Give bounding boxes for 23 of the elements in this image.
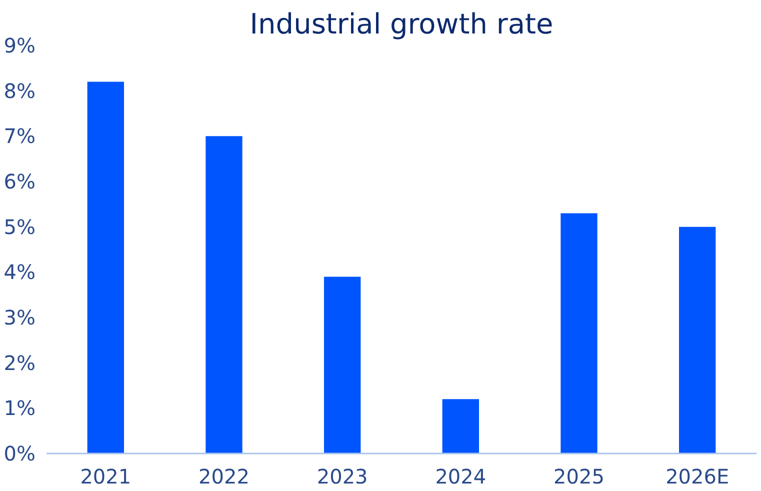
x-tick-label: 2021	[80, 464, 132, 488]
y-tick-label: 6%	[4, 170, 36, 194]
y-tick-label: 7%	[4, 124, 36, 148]
y-tick-label: 4%	[4, 260, 36, 284]
bar	[678, 226, 716, 454]
y-tick-label: 5%	[4, 214, 36, 239]
bar	[87, 82, 124, 454]
y-tick-label: 2%	[4, 350, 36, 375]
chart-title: Industrial growth rate	[250, 8, 554, 40]
y-tick-label: 9%	[4, 34, 36, 58]
y-tick-label: 3%	[4, 306, 36, 330]
x-tick-label: 2026E	[666, 464, 730, 488]
bar	[560, 213, 598, 454]
bar	[324, 276, 361, 454]
x-tick-label: 2022	[198, 464, 250, 488]
bar	[206, 136, 242, 454]
x-tick-label: 2023	[316, 464, 368, 488]
y-tick-label: 0%	[4, 442, 36, 466]
bar	[442, 399, 480, 454]
y-tick-label: 8%	[4, 78, 36, 103]
x-tick-label: 2024	[435, 464, 486, 488]
y-tick-label: 1%	[4, 396, 36, 420]
x-tick-label: 2025	[554, 464, 604, 488]
